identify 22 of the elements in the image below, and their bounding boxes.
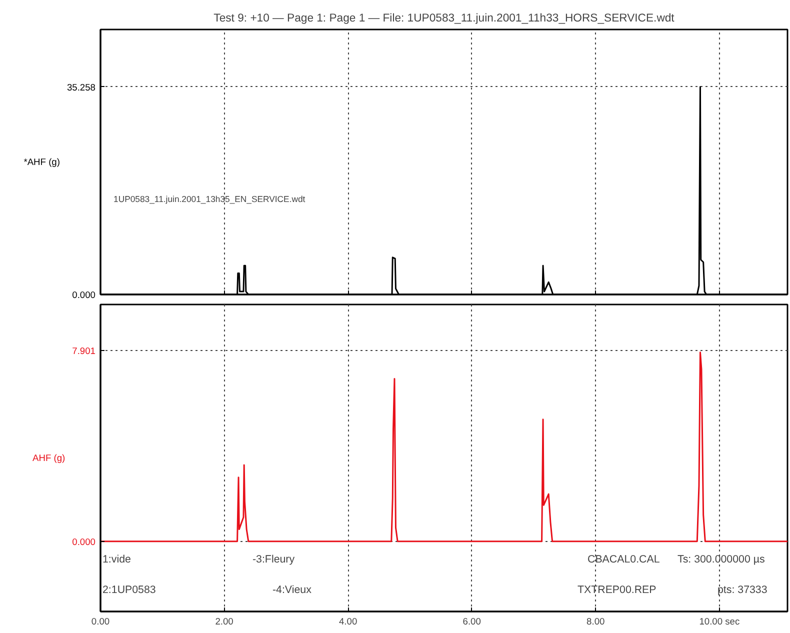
annotation: 1:vide [102,553,132,566]
y-axis-title: AHF (g) [32,453,66,463]
x-tick-label: 4.00 [338,616,358,626]
annotation: -3:Fleury [252,553,296,566]
x-tick-label: 6.00 [462,616,481,626]
y-tick-label: 7.901 [72,346,96,356]
x-tick-label: 10.00 sec [699,616,740,626]
annotation: Ts: 300.000000 µs [678,553,765,566]
y-tick-label: 0.000 [72,536,96,547]
y-tick-label: 35.258 [66,82,96,92]
chart-title: Test 9: +10 — Page 1: Page 1 — File: 1UP0583_11.juin.2001_11h33_HORS_SERVICE.wdt [214,12,676,24]
annotation: TXTREP00.REP [578,584,656,596]
y-axis-title: *AHF (g) [24,157,60,167]
annotation: 1UP0583_11.juin.2001_13h35_EN_SERVICE.wdt [114,194,306,204]
x-tick-label: 8.00 [586,616,605,626]
x-tick-label: 2.00 [215,616,234,626]
x-tick-label: 0.00 [91,616,110,626]
annotation: CBACAL0.CAL [588,553,660,566]
annotation: -4:Vieux [272,584,312,596]
y-tick-label: 0.000 [72,290,96,300]
annotation: 2:1UP0583 [102,584,156,596]
annotation: pts: 37333 [718,584,768,596]
